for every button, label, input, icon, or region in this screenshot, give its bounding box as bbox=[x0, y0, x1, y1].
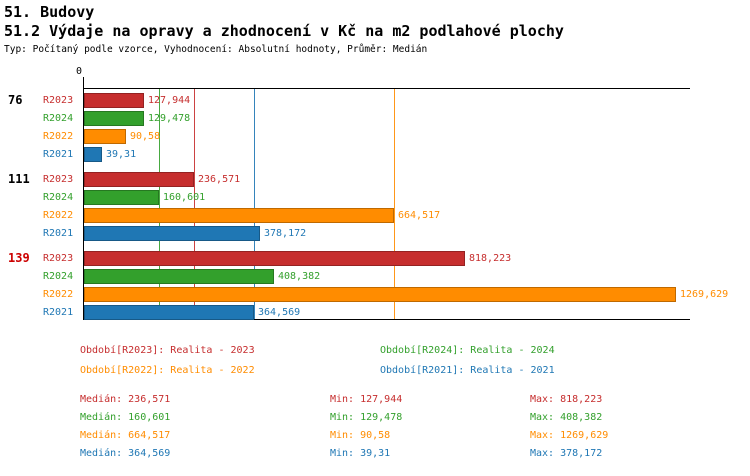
bar-value-label: 664,517 bbox=[398, 210, 441, 221]
bar-value-label: 160,601 bbox=[163, 192, 206, 203]
median-line-r2022 bbox=[394, 89, 395, 319]
min-value-r2022: Min: 90,58 bbox=[330, 430, 391, 441]
bar-value-label: 90,58 bbox=[130, 131, 161, 142]
max-value-r2021: Max: 378,172 bbox=[530, 448, 603, 459]
min-value-r2021: Min: 39,31 bbox=[330, 448, 391, 459]
group-label-111: 111 bbox=[8, 172, 30, 186]
bar-row-76-r2021: R2021 39,31 bbox=[43, 147, 691, 162]
bar-r2022 bbox=[84, 129, 126, 144]
bar-row-139-r2024: R2024 408,382 bbox=[43, 269, 691, 284]
bar-row-76-r2022: R2022 90,58 bbox=[43, 129, 691, 144]
bar-r2024 bbox=[84, 190, 159, 205]
bar-r2023 bbox=[84, 93, 144, 108]
bar-value-label: 818,223 bbox=[469, 253, 512, 264]
chart-meta-line: Typ: Počítaný podle vzorce, Vyhodnocení:… bbox=[4, 44, 428, 55]
series-tick-label-r2023: R2023 bbox=[43, 253, 74, 264]
bar-value-label: 364,569 bbox=[258, 307, 301, 318]
bar-value-label: 378,172 bbox=[264, 228, 307, 239]
bar-value-label: 408,382 bbox=[278, 271, 321, 282]
min-value-r2023: Min: 127,944 bbox=[330, 394, 403, 405]
bar-r2024 bbox=[84, 269, 274, 284]
median-line-r2021 bbox=[254, 89, 255, 319]
median-line-r2024 bbox=[159, 89, 160, 319]
max-value-r2022: Max: 1269,629 bbox=[530, 430, 609, 441]
min-value-r2024: Min: 129,478 bbox=[330, 412, 403, 423]
chart-legend: Období[R2023]: Realita - 2023 Období[R202… bbox=[80, 345, 720, 385]
bar-r2023 bbox=[84, 251, 465, 266]
legend-item-r2021: Období[R2021]: Realita - 2021 bbox=[380, 365, 555, 376]
bar-row-139-r2023: R2023 818,223 bbox=[43, 251, 691, 266]
bar-value-label: 127,944 bbox=[148, 95, 191, 106]
max-value-r2023: Max: 818,223 bbox=[530, 394, 603, 405]
group-label-76: 76 bbox=[8, 93, 23, 107]
series-tick-label-r2024: R2024 bbox=[43, 113, 74, 124]
bar-row-111-r2024: R2024 160,601 bbox=[43, 190, 691, 205]
bar-value-label: 236,571 bbox=[198, 174, 241, 185]
group-label-139: 139 bbox=[8, 251, 30, 265]
bar-row-111-r2021: R2021 378,172 bbox=[43, 226, 691, 241]
bar-r2023 bbox=[84, 172, 194, 187]
bar-row-139-r2021: R2021 364,569 bbox=[43, 305, 691, 320]
legend-item-r2024: Období[R2024]: Realita - 2024 bbox=[380, 345, 555, 356]
median-value-r2022: Medián: 664,517 bbox=[80, 430, 171, 441]
series-tick-label-r2022: R2022 bbox=[43, 210, 74, 221]
series-tick-label-r2022: R2022 bbox=[43, 131, 74, 142]
median-value-r2023: Medián: 236,571 bbox=[80, 394, 171, 405]
median-line-r2023 bbox=[194, 89, 195, 319]
bar-chart-plot-area: 76 R2023 127,944 R2024 129,478 R2022 90,58 R202… bbox=[8, 88, 728, 320]
series-tick-label-r2023: R2023 bbox=[43, 174, 74, 185]
bar-value-label: 39,31 bbox=[106, 149, 137, 160]
legend-item-r2022: Období[R2022]: Realita - 2022 bbox=[80, 365, 255, 376]
stats-table: Medián: 236,571 Min: 127,944 Max: 818,223 M… bbox=[80, 394, 720, 470]
median-value-r2021: Medián: 364,569 bbox=[80, 448, 171, 459]
median-value-r2024: Medián: 160,601 bbox=[80, 412, 171, 423]
max-value-r2024: Max: 408,382 bbox=[530, 412, 603, 423]
series-tick-label-r2022: R2022 bbox=[43, 289, 74, 300]
bar-row-76-r2024: R2024 129,478 bbox=[43, 111, 691, 126]
bar-r2022 bbox=[84, 287, 676, 302]
series-tick-label-r2021: R2021 bbox=[43, 228, 74, 239]
series-tick-label-r2023: R2023 bbox=[43, 95, 74, 106]
bar-row-139-r2022: R2022 1269,629 bbox=[43, 287, 728, 302]
bar-r2022 bbox=[84, 208, 394, 223]
x-axis-zero-tick bbox=[83, 77, 84, 88]
series-tick-label-r2021: R2021 bbox=[43, 149, 74, 160]
bar-r2021 bbox=[84, 305, 254, 320]
bar-r2021 bbox=[84, 226, 260, 241]
series-tick-label-r2021: R2021 bbox=[43, 307, 74, 318]
bar-value-label: 1269,629 bbox=[680, 289, 729, 300]
x-axis-zero-label: 0 bbox=[75, 66, 82, 77]
bar-row-111-r2023: R2023 236,571 bbox=[43, 172, 691, 187]
bar-r2024 bbox=[84, 111, 144, 126]
bar-r2021 bbox=[84, 147, 102, 162]
series-tick-label-r2024: R2024 bbox=[43, 271, 74, 282]
legend-item-r2023: Období[R2023]: Realita - 2023 bbox=[80, 345, 255, 356]
bar-value-label: 129,478 bbox=[148, 113, 191, 124]
chart-title: 51.2 Výdaje na opravy a zhodnocení v Kč … bbox=[4, 22, 564, 40]
page-title: 51. Budovy bbox=[4, 3, 95, 21]
series-tick-label-r2024: R2024 bbox=[43, 192, 74, 203]
bar-row-111-r2022: R2022 664,517 bbox=[43, 208, 691, 223]
bar-row-76-r2023: R2023 127,944 bbox=[43, 93, 691, 108]
